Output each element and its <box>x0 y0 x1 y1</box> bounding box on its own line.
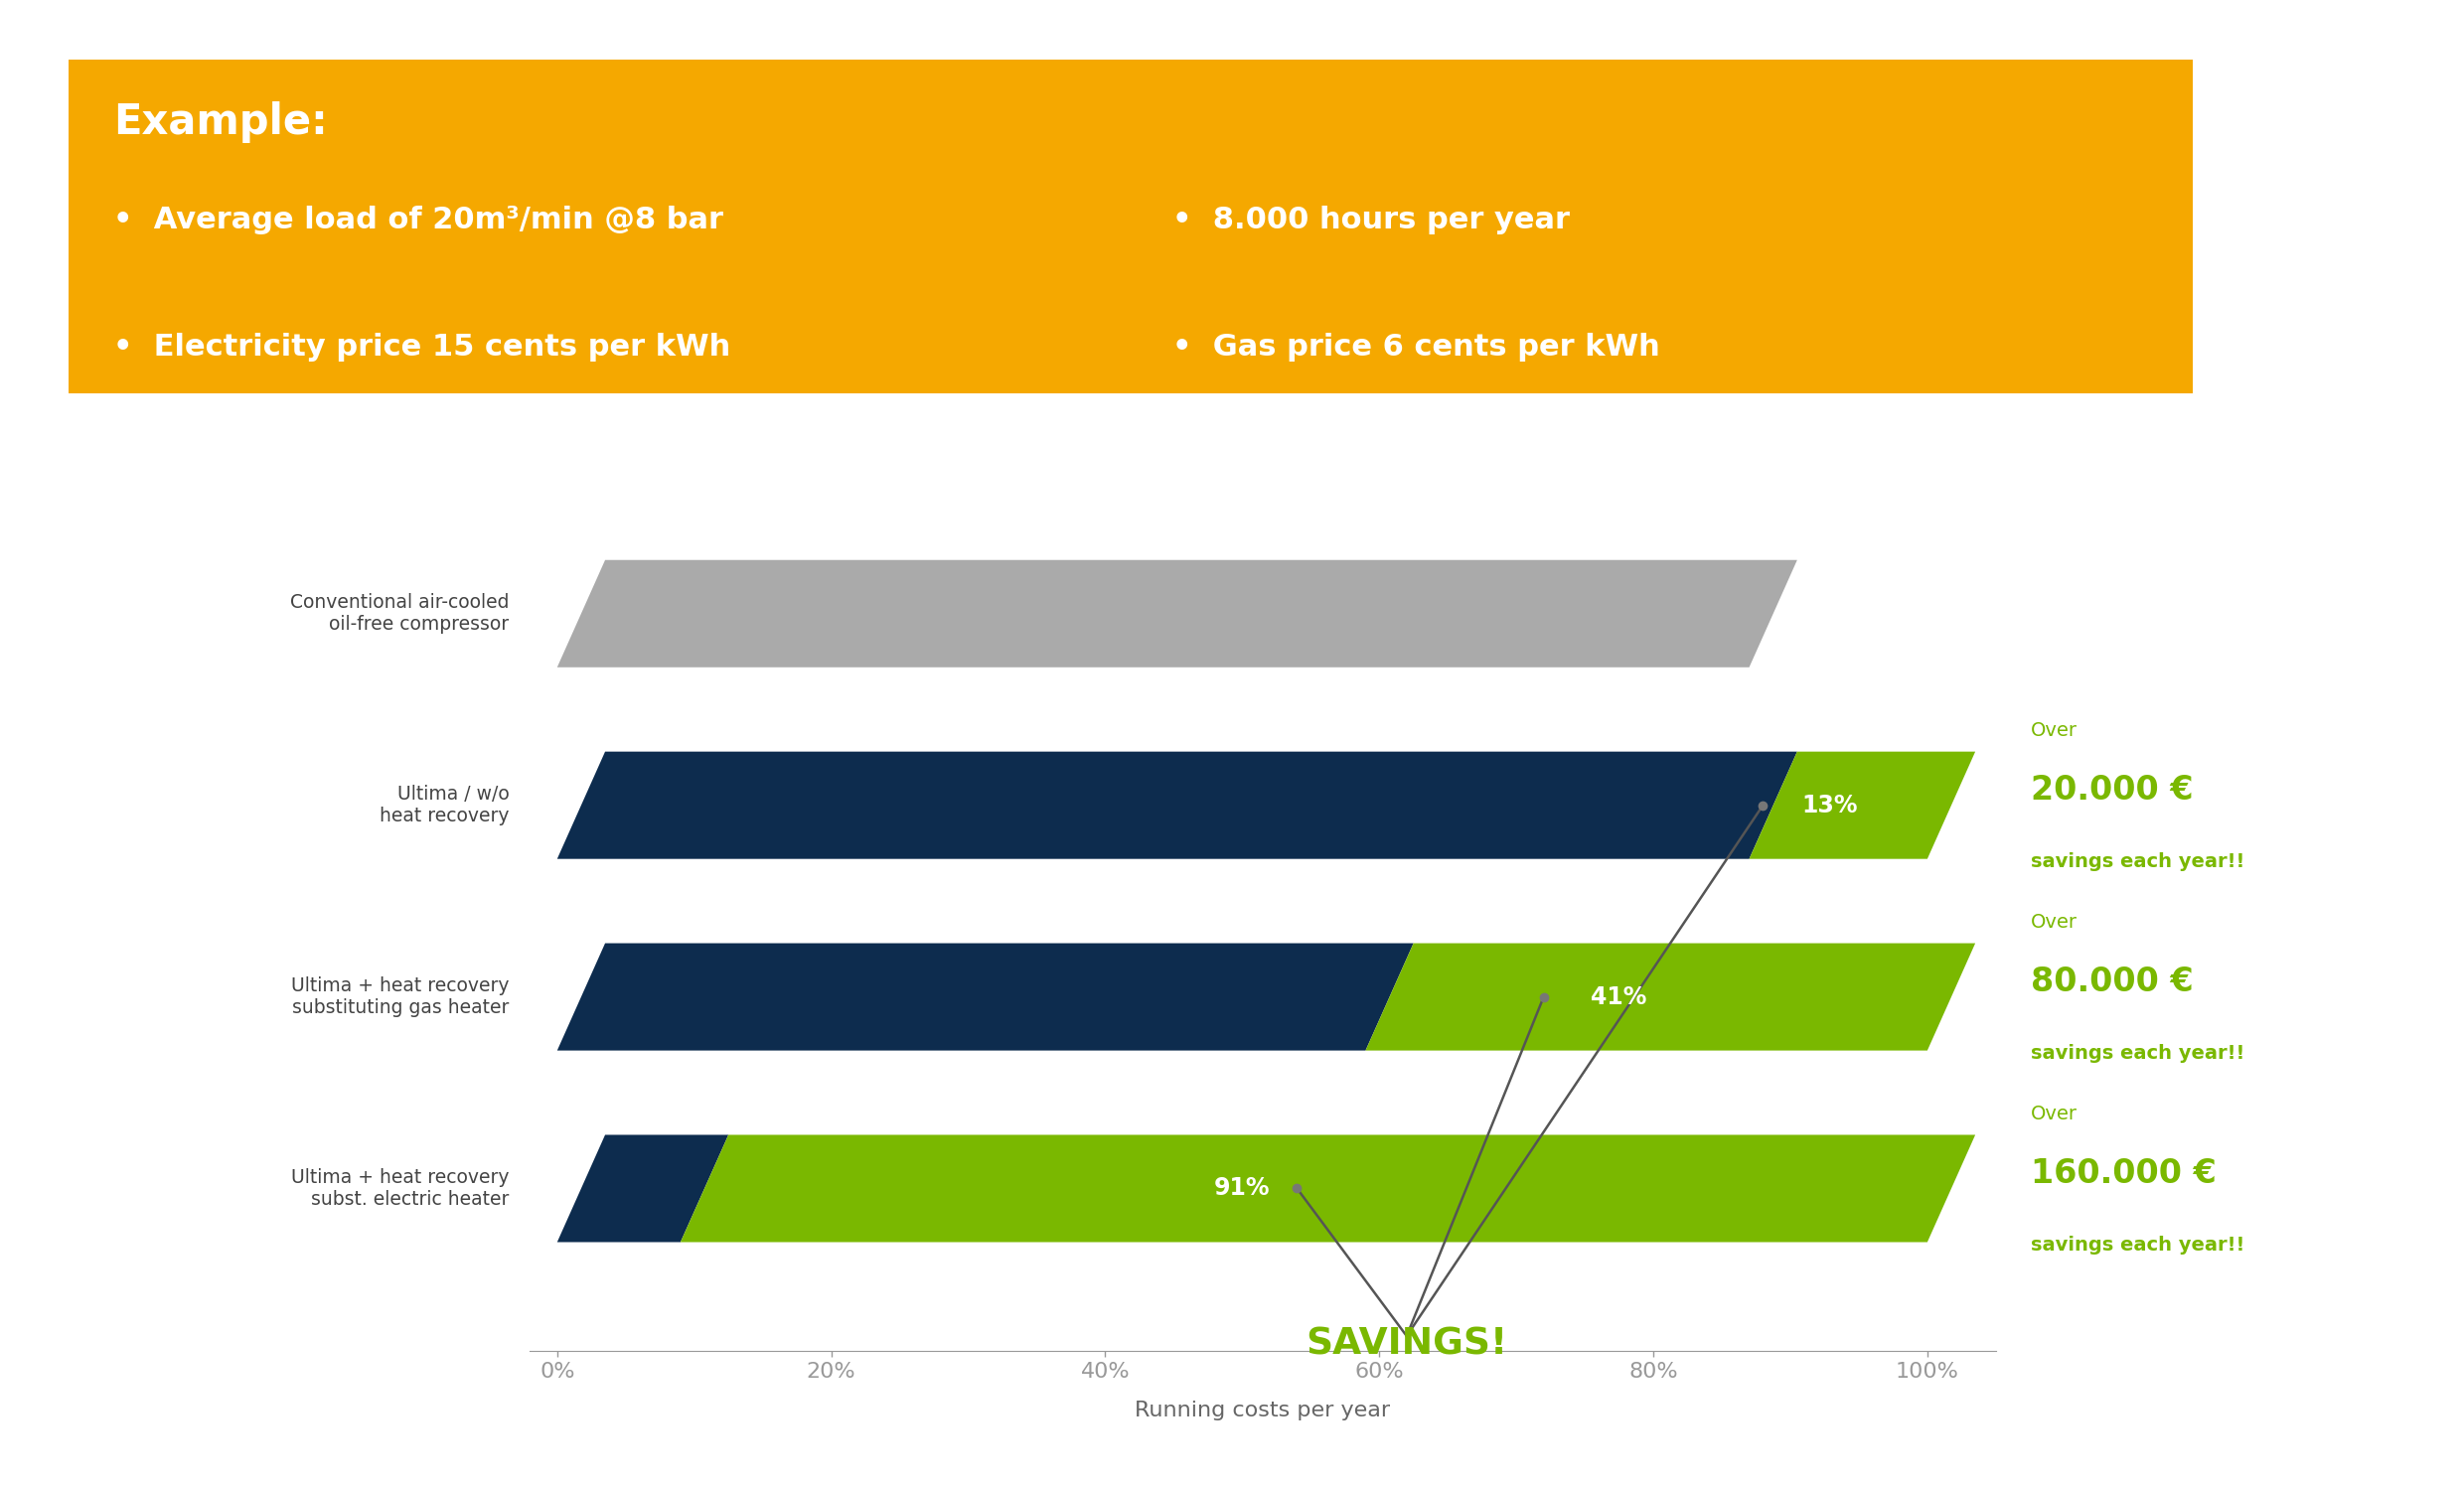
Text: •  Gas price 6 cents per kWh: • Gas price 6 cents per kWh <box>1173 333 1661 361</box>
Text: Example:: Example: <box>113 101 328 143</box>
Text: Ultima + heat recovery
substituting gas heater: Ultima + heat recovery substituting gas … <box>291 977 510 1017</box>
Text: SAVINGS!: SAVINGS! <box>1306 1326 1508 1362</box>
Text: savings each year!!: savings each year!! <box>2030 852 2245 872</box>
Polygon shape <box>557 943 1414 1050</box>
Text: savings each year!!: savings each year!! <box>2030 1044 2245 1063</box>
Polygon shape <box>680 1135 1976 1241</box>
Polygon shape <box>557 751 1796 858</box>
Text: Ultima + heat recovery
subst. electric heater: Ultima + heat recovery subst. electric h… <box>291 1169 510 1209</box>
Text: 91%: 91% <box>1212 1176 1269 1200</box>
Text: Over: Over <box>2030 1105 2077 1124</box>
Text: •  8.000 hours per year: • 8.000 hours per year <box>1173 205 1570 235</box>
Text: •  Average load of 20m³/min @8 bar: • Average load of 20m³/min @8 bar <box>113 205 724 235</box>
Text: 80.000 €: 80.000 € <box>2030 965 2193 998</box>
Text: 41%: 41% <box>1589 985 1646 1008</box>
Polygon shape <box>557 1135 729 1241</box>
Text: Conventional air-cooled
oil-free compressor: Conventional air-cooled oil-free compres… <box>291 594 510 634</box>
X-axis label: Running costs per year: Running costs per year <box>1136 1400 1390 1421</box>
Text: •  Electricity price 15 cents per kWh: • Electricity price 15 cents per kWh <box>113 333 732 361</box>
Text: 20.000 €: 20.000 € <box>2030 774 2193 806</box>
Text: Over: Over <box>2030 722 2077 741</box>
Polygon shape <box>1365 943 1976 1050</box>
Text: 160.000 €: 160.000 € <box>2030 1157 2215 1189</box>
Polygon shape <box>557 560 1796 667</box>
Text: Over: Over <box>2030 913 2077 933</box>
Polygon shape <box>1749 751 1976 858</box>
Text: savings each year!!: savings each year!! <box>2030 1236 2245 1255</box>
Text: Ultima / w/o
heat recovery: Ultima / w/o heat recovery <box>379 786 510 826</box>
Text: 13%: 13% <box>1801 793 1858 817</box>
